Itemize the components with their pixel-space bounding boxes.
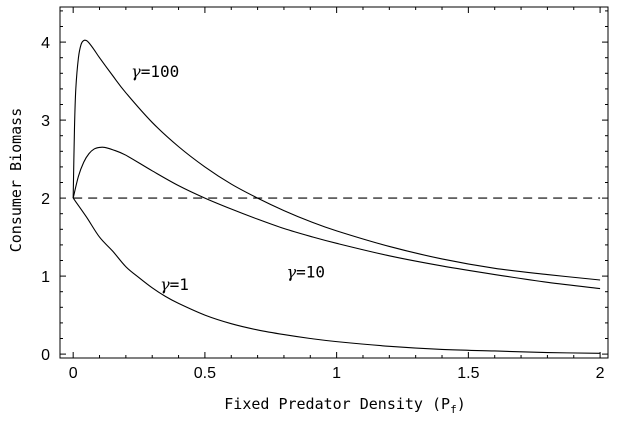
- series-gamma-10-line: [72, 146, 601, 290]
- series-gamma-100-line: [72, 39, 601, 281]
- y-tick-label: 4: [41, 35, 50, 52]
- x-axis-title: Fixed Predator Density (Pf): [224, 395, 465, 416]
- y-tick-label: 0: [41, 347, 50, 364]
- x-tick-label: 1: [332, 365, 341, 382]
- y-tick-label: 2: [41, 191, 50, 208]
- x-tick-label: 1.5: [457, 365, 479, 382]
- plot-area: 0 0.5 1 1.5 2 0 1 2 3 4 γ=100 γ=10 γ=1: [41, 6, 609, 382]
- x-tick-label: 0: [69, 365, 78, 382]
- label-gamma-10: γ=10: [287, 263, 325, 282]
- plot-frame: [59, 6, 609, 359]
- y-tick-label: 1: [41, 269, 50, 286]
- x-tick-label: 0.5: [194, 365, 216, 382]
- y-tick-label: 3: [41, 113, 50, 130]
- label-gamma-1: γ=1: [160, 275, 189, 294]
- label-gamma-100: γ=100: [131, 62, 179, 81]
- y-axis-title: Consumer Biomass: [7, 108, 25, 253]
- series-gamma-1-line: [72, 197, 601, 354]
- x-tick-label: 2: [596, 365, 605, 382]
